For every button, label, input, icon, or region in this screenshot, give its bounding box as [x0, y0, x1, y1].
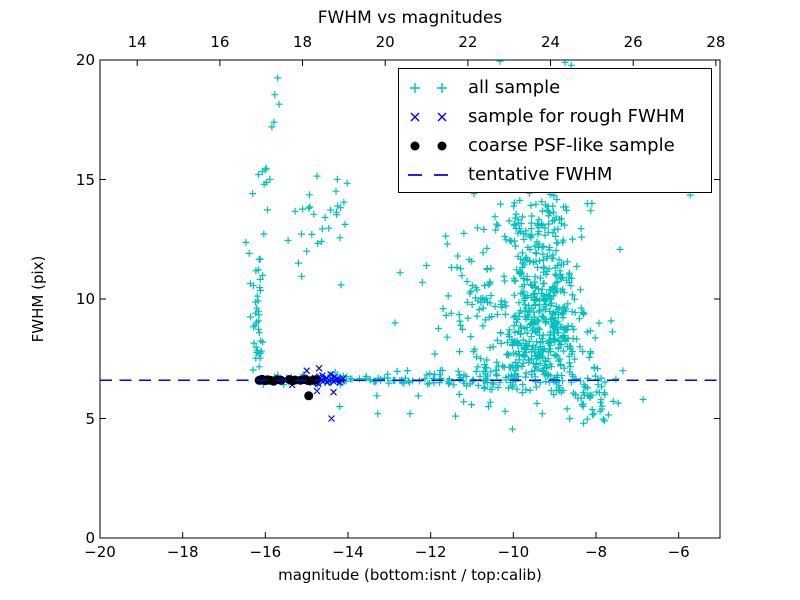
plus-marker-icon — [410, 82, 447, 93]
y-tick-label: 10 — [75, 290, 95, 308]
legend-item-all-sample: all sample — [399, 73, 711, 102]
y-axis-label: FWHM (pix) — [29, 255, 47, 343]
x-top-tick-label: 24 — [540, 33, 561, 51]
x-bottom-tick-label: −8 — [584, 543, 608, 561]
x-bottom-tick-label: −6 — [667, 543, 690, 561]
dashed-line-icon — [408, 173, 448, 176]
legend-item-rough-fwhm: sample for rough FWHM — [399, 102, 711, 131]
x-top-tick-label: 22 — [458, 33, 478, 51]
x-bottom-tick-label: −14 — [332, 543, 364, 561]
y-tick-label: 20 — [75, 51, 95, 69]
x-top-tick-label: 26 — [623, 33, 643, 51]
x-bottom-tick-label: −20 — [84, 543, 116, 561]
x-bottom-tick-label: −10 — [497, 543, 530, 561]
x-axis-label: magnitude (bottom:isnt / top:calib) — [278, 566, 542, 584]
y-tick-label: 0 — [85, 529, 95, 547]
x-top-tick-label: 14 — [127, 33, 147, 51]
legend-label: all sample — [468, 77, 561, 98]
legend-item-coarse-psf: coarse PSF-like sample — [399, 131, 711, 160]
x-bottom-tick-label: −18 — [166, 543, 199, 561]
x-bottom-tick-label: −12 — [414, 543, 447, 561]
x-top-tick-label: 28 — [706, 33, 726, 51]
x-top-tick-label: 16 — [210, 33, 230, 51]
legend-label: sample for rough FWHM — [468, 106, 685, 127]
dot-marker-icon — [410, 141, 447, 150]
legend-label: tentative FWHM — [468, 164, 613, 185]
x-bottom-tick-label: −16 — [249, 543, 282, 561]
x-top-tick-label: 20 — [375, 33, 395, 51]
legend-label: coarse PSF-like sample — [468, 135, 675, 156]
y-tick-label: 15 — [75, 170, 95, 189]
legend: all sample sample for rough FWHM coarse … — [398, 68, 712, 193]
legend-item-tentative-fwhm: tentative FWHM — [399, 160, 711, 189]
y-tick-label: 5 — [85, 409, 95, 428]
x-top-tick-label: 18 — [292, 33, 313, 51]
chart-title: FWHM vs magnitudes — [317, 8, 503, 28]
x-marker-icon — [410, 112, 447, 121]
